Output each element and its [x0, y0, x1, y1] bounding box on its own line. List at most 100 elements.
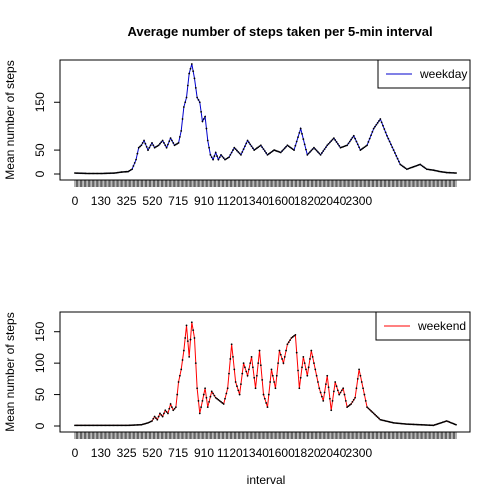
x-tick-label: 1820: [294, 446, 321, 460]
data-point: [157, 144, 160, 147]
data-point: [87, 424, 90, 427]
data-point: [379, 118, 382, 120]
data-point: [169, 137, 172, 140]
data-point: [171, 406, 173, 409]
y-axis-label: Mean number of steps: [3, 312, 17, 431]
data-point: [299, 376, 302, 379]
data-point: [423, 166, 426, 169]
data-point: [452, 172, 455, 174]
data-point: [232, 355, 234, 358]
data-point: [251, 147, 254, 150]
data-point: [368, 408, 371, 411]
data-point: [75, 424, 78, 427]
data-point: [76, 424, 79, 427]
data-point: [131, 168, 133, 171]
data-point: [455, 172, 457, 174]
data-point: [338, 393, 341, 396]
data-point: [322, 150, 325, 152]
data-point: [328, 141, 331, 144]
data-point: [159, 412, 161, 415]
x-tick-label: 910: [194, 446, 214, 460]
data-point: [160, 414, 163, 416]
data-point: [167, 143, 169, 146]
data-point: [388, 140, 391, 143]
data-point: [111, 172, 114, 175]
data-point: [198, 101, 201, 104]
data-point: [368, 137, 371, 140]
data-point: [259, 364, 262, 367]
x-tick-label: 130: [91, 194, 111, 208]
data-point: [100, 172, 103, 175]
data-point: [313, 146, 315, 149]
data-point: [194, 362, 197, 365]
data-point: [123, 170, 126, 173]
data-point: [420, 164, 423, 167]
data-point: [233, 368, 236, 371]
data-point: [236, 149, 238, 152]
data-point: [82, 424, 84, 427]
data-point: [306, 374, 309, 377]
data-point: [403, 166, 406, 169]
data-point: [367, 407, 370, 410]
data-point: [200, 406, 203, 409]
data-point: [116, 424, 119, 427]
data-point: [193, 337, 196, 339]
data-point: [196, 387, 199, 390]
data-point: [172, 142, 175, 144]
data-point: [214, 151, 217, 154]
data-point: [103, 172, 106, 175]
data-point: [289, 146, 291, 149]
data-point: [399, 163, 402, 166]
data-point: [400, 422, 403, 425]
data-point: [213, 155, 216, 157]
data-point: [340, 389, 343, 392]
data-point: [270, 368, 273, 371]
data-point: [440, 170, 443, 173]
data-point: [174, 143, 177, 146]
data-point: [314, 368, 317, 371]
data-point: [335, 141, 338, 143]
data-point: [321, 152, 323, 154]
data-point: [444, 171, 447, 174]
data-point: [163, 142, 165, 144]
data-point: [91, 172, 94, 175]
data-point: [132, 165, 135, 167]
y-axis-label: Mean number of steps: [3, 60, 17, 179]
data-point: [311, 355, 314, 358]
data-point: [404, 167, 407, 170]
data-point: [228, 372, 230, 375]
data-point: [328, 397, 331, 400]
data-point: [419, 423, 422, 426]
data-point: [424, 424, 427, 426]
data-point: [209, 395, 212, 398]
data-point: [74, 172, 76, 174]
data-point: [386, 134, 388, 137]
data-point: [152, 144, 155, 147]
data-point: [254, 387, 257, 390]
data-point: [94, 424, 96, 427]
data-point: [249, 362, 252, 365]
data-point: [221, 402, 224, 404]
data-point: [356, 377, 359, 380]
data-point: [111, 424, 114, 427]
data-point: [226, 387, 229, 390]
data-point: [117, 171, 120, 174]
data-point: [163, 412, 165, 415]
data-point: [265, 152, 268, 154]
data-point: [88, 172, 91, 175]
data-point: [112, 172, 115, 174]
data-point: [204, 115, 206, 118]
data-point: [297, 136, 299, 139]
data-point: [94, 172, 96, 175]
x-tick-label: 520: [142, 446, 162, 460]
data-point: [105, 424, 108, 427]
data-point: [97, 172, 100, 175]
data-point: [155, 145, 157, 148]
data-point: [139, 423, 141, 426]
data-point: [180, 368, 183, 371]
data-point: [294, 144, 297, 147]
data-point: [384, 131, 387, 134]
data-point: [208, 146, 210, 149]
data-point: [392, 421, 395, 424]
data-point: [287, 341, 290, 344]
